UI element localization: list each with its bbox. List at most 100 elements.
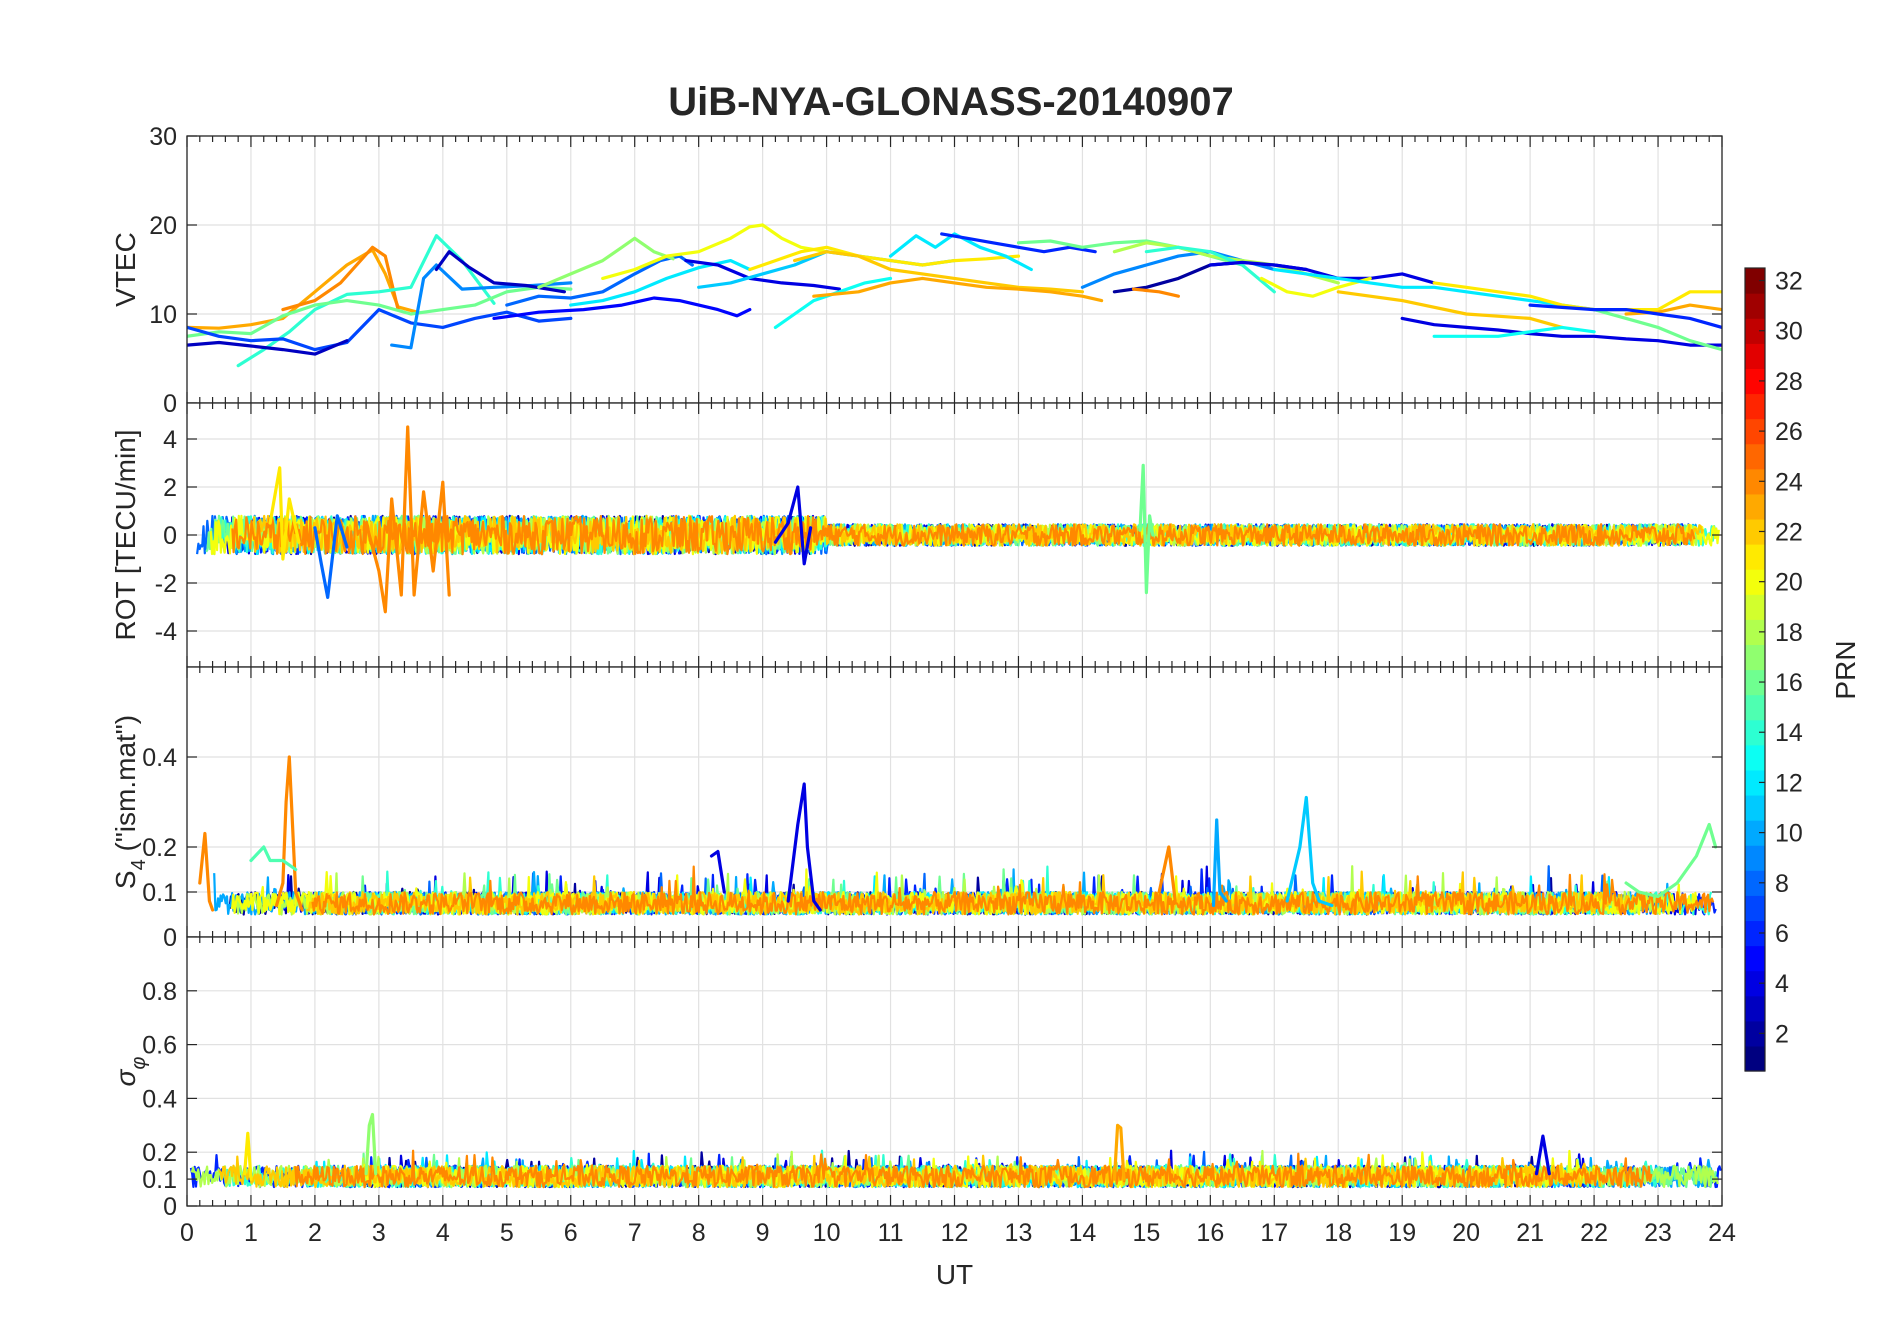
colorbar-tick-label: 24 — [1775, 468, 1803, 496]
series-line-prn-24 — [281, 245, 400, 312]
y-tick-label: 0 — [163, 1193, 177, 1221]
x-tick-label: 12 — [941, 1219, 969, 1247]
x-tick-label: 2 — [308, 1219, 322, 1247]
x-axis-label: UT — [936, 1259, 973, 1290]
colorbar-swatch — [1745, 393, 1765, 420]
colorbar-swatch — [1745, 594, 1765, 620]
series-line-prn-24 — [1157, 845, 1177, 903]
colorbar-swatch — [1745, 318, 1765, 344]
series-line-prn-16 — [1624, 822, 1718, 899]
colorbar-swatch — [1745, 343, 1765, 369]
x-axis: 0 1 2 3 4 5 6 7 8 9 10 11 12 13 14 15 16 17 18 19 20 21 22 23 24… — [180, 1219, 1736, 1290]
colorbar-tick-label: 16 — [1775, 669, 1803, 697]
x-minor-ticks — [186, 136, 1723, 403]
colorbar-tick-label: 4 — [1775, 970, 1789, 998]
colorbar-swatch — [1745, 744, 1765, 771]
colorbar-tick-label: 32 — [1775, 268, 1803, 296]
series-line-prn-4 — [773, 485, 813, 566]
series-line-prn-4 — [709, 849, 726, 894]
series-line-prn-21 — [748, 245, 1021, 272]
x-tick-label: 16 — [1196, 1219, 1224, 1247]
series-line-prn-24 — [1132, 287, 1180, 298]
x-tick-label: 20 — [1452, 1219, 1480, 1247]
x-tick-label: 15 — [1132, 1219, 1160, 1247]
plot-area — [189, 1112, 1722, 1189]
y-tick-label: 0 — [163, 924, 177, 952]
series-line-prn-22 — [1336, 290, 1564, 329]
series-line-prn-20 — [601, 223, 829, 280]
colorbar-swatch — [1745, 945, 1765, 972]
series-line-prn-4 — [684, 259, 841, 291]
colorbar-swatch — [1745, 443, 1765, 470]
x-tick-label: 11 — [878, 1219, 904, 1247]
x-tick-label: 7 — [628, 1219, 642, 1247]
y-tick-label: 0.1 — [142, 1166, 177, 1194]
x-tick-label: 5 — [500, 1219, 514, 1247]
colorbar-swatch — [1745, 769, 1765, 796]
colorbar-swatch — [1745, 719, 1765, 746]
colorbar-swatch — [1745, 468, 1765, 495]
x-tick-label: 10 — [813, 1219, 841, 1247]
colorbar-tick-label: 30 — [1775, 318, 1803, 346]
colorbar-swatch — [1745, 669, 1765, 696]
colorbar-swatch — [1745, 820, 1765, 846]
series-line-prn-4 — [1534, 1134, 1551, 1176]
colorbar-swatch — [1745, 794, 1765, 821]
series-line-prn-21 — [243, 1131, 253, 1181]
x-tick-label: 22 — [1580, 1219, 1608, 1247]
x-tick-label: 0 — [180, 1219, 194, 1247]
y-tick-label: 10 — [149, 301, 177, 329]
series-line-prn-10 — [1211, 818, 1228, 908]
x-tick-label: 9 — [756, 1219, 770, 1247]
noise-trace — [294, 1149, 1653, 1189]
series-line-prn-23 — [812, 276, 1104, 303]
colorbar-swatch — [1745, 418, 1765, 445]
series-line-prn-8 — [505, 254, 694, 307]
series-line-prn-23 — [1112, 1123, 1126, 1181]
x-tick-label: 1 — [244, 1219, 258, 1247]
colorbar-label: PRN — [1830, 640, 1861, 699]
series-line-prn-5 — [492, 296, 752, 320]
x-tick-label: 23 — [1644, 1219, 1672, 1247]
y-tick-label: 0.4 — [142, 744, 177, 772]
x-tick-label: 13 — [1005, 1219, 1033, 1247]
series-line-prn-16 — [1138, 463, 1155, 595]
y-axis-label: σφ — [110, 1057, 150, 1087]
colorbar-swatch — [1745, 268, 1765, 294]
colorbar-swatch — [1745, 920, 1765, 947]
colorbar-swatch — [1745, 1045, 1765, 1072]
panel-sigma_phi: 00.10.2 0.4 0.6 0.8 σφ — [110, 936, 1723, 1221]
y-tick-label: -4 — [155, 618, 177, 646]
y-tick-label: 0.4 — [142, 1085, 177, 1113]
colorbar-tick-label: 26 — [1775, 418, 1803, 446]
plot-area — [187, 223, 1722, 368]
series-line-prn-15 — [249, 845, 298, 872]
series-line-prn-12 — [569, 259, 752, 307]
series-line-prn-3 — [187, 339, 349, 356]
y-tick-label: 0.1 — [142, 879, 177, 907]
series-line-prn-6 — [1528, 303, 1722, 329]
series-line-prn-8 — [313, 514, 349, 599]
colorbar-swatch — [1745, 995, 1765, 1022]
series-line-prn-4 — [786, 782, 822, 912]
panel-vtec: 0 10 20 30 VTEC — [110, 123, 1723, 418]
y-axis-label: S4 ("ism.mat") — [110, 715, 150, 889]
colorbar-tick-label: 2 — [1775, 1020, 1789, 1048]
plot-area — [196, 425, 1720, 614]
colorbar-tick-label: 20 — [1775, 569, 1803, 597]
colorbar-tick-label: 6 — [1775, 920, 1789, 948]
series-line-prn-4 — [1208, 260, 1436, 285]
x-tick-label: 4 — [436, 1219, 450, 1247]
series-line-prn-16 — [1592, 308, 1722, 352]
series-line-prn-3 — [434, 250, 566, 294]
series-line-prn-7 — [187, 308, 573, 352]
colorbar-tick-label: 22 — [1775, 518, 1803, 546]
noise-trace — [231, 514, 1696, 556]
y-tick-label: 4 — [163, 426, 177, 454]
colorbar-swatch — [1745, 518, 1765, 545]
series-line-prn-17 — [364, 1112, 378, 1176]
series-line-prn-16 — [187, 285, 573, 338]
colorbar-tick-label: 28 — [1775, 368, 1803, 396]
x-tick-label: 19 — [1388, 1219, 1416, 1247]
